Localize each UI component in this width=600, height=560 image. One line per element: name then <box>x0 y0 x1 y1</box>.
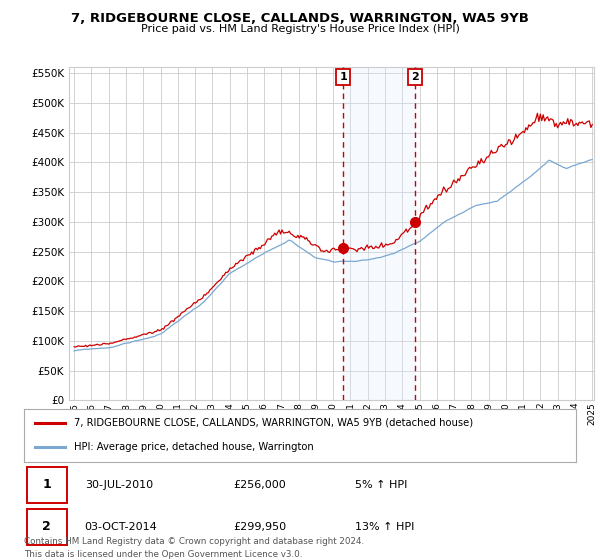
Text: Contains HM Land Registry data © Crown copyright and database right 2024.
This d: Contains HM Land Registry data © Crown c… <box>24 538 364 559</box>
Text: 30-JUL-2010: 30-JUL-2010 <box>85 480 153 490</box>
Text: 03-OCT-2014: 03-OCT-2014 <box>85 522 157 532</box>
Text: HPI: Average price, detached house, Warrington: HPI: Average price, detached house, Warr… <box>74 442 313 452</box>
FancyBboxPatch shape <box>27 467 67 503</box>
Text: Price paid vs. HM Land Registry's House Price Index (HPI): Price paid vs. HM Land Registry's House … <box>140 24 460 34</box>
Text: 7, RIDGEBOURNE CLOSE, CALLANDS, WARRINGTON, WA5 9YB (detached house): 7, RIDGEBOURNE CLOSE, CALLANDS, WARRINGT… <box>74 418 473 428</box>
Text: 1: 1 <box>42 478 51 492</box>
FancyBboxPatch shape <box>27 509 67 545</box>
Bar <box>343 67 415 400</box>
Text: £299,950: £299,950 <box>234 522 287 532</box>
Text: 13% ↑ HPI: 13% ↑ HPI <box>355 522 415 532</box>
Text: 2: 2 <box>42 520 51 534</box>
Text: 1: 1 <box>340 72 347 82</box>
Text: 5% ↑ HPI: 5% ↑ HPI <box>355 480 407 490</box>
Text: £256,000: £256,000 <box>234 480 287 490</box>
Text: 7, RIDGEBOURNE CLOSE, CALLANDS, WARRINGTON, WA5 9YB: 7, RIDGEBOURNE CLOSE, CALLANDS, WARRINGT… <box>71 12 529 25</box>
Text: 2: 2 <box>412 72 419 82</box>
